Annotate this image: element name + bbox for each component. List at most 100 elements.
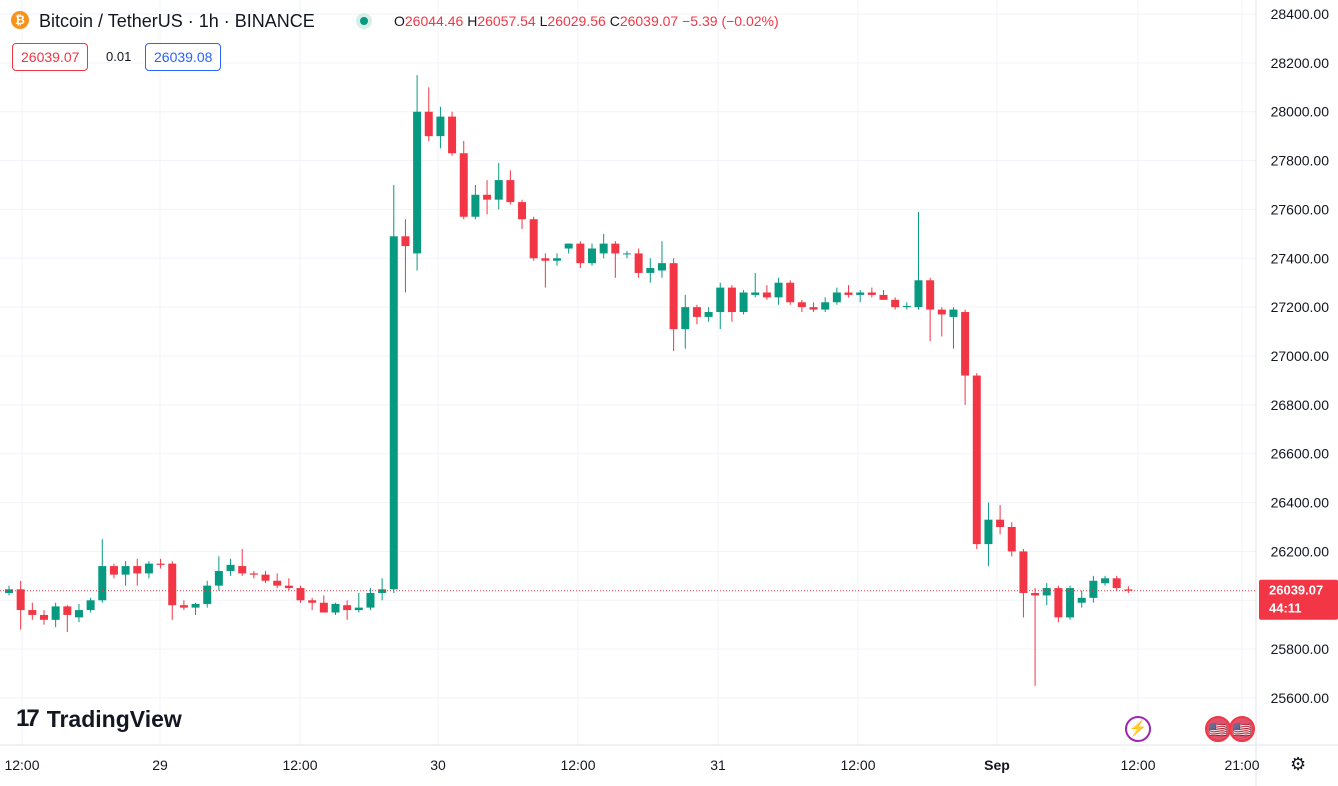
tradingview-logo[interactable]: 17 TradingView <box>16 705 182 733</box>
candle[interactable] <box>483 180 492 215</box>
candle[interactable] <box>879 290 888 300</box>
candle[interactable] <box>389 185 398 593</box>
candle[interactable] <box>751 272 760 298</box>
candle[interactable] <box>191 602 200 615</box>
candle[interactable] <box>413 75 422 271</box>
candle[interactable] <box>378 578 387 601</box>
candle[interactable] <box>634 248 643 278</box>
chart-settings-icon[interactable]: ⚙ <box>1290 754 1307 774</box>
candle[interactable] <box>856 290 865 303</box>
candle[interactable] <box>692 304 701 325</box>
candle[interactable] <box>1054 585 1063 623</box>
candle[interactable] <box>961 309 970 405</box>
candle[interactable] <box>459 141 468 220</box>
candle[interactable] <box>599 233 608 259</box>
candle[interactable] <box>39 610 48 625</box>
candle[interactable] <box>657 241 666 278</box>
candle[interactable] <box>1089 575 1098 603</box>
candle[interactable] <box>996 505 1005 535</box>
candle[interactable] <box>821 297 830 313</box>
candle[interactable] <box>121 561 130 586</box>
candle[interactable] <box>1124 586 1133 594</box>
candle[interactable] <box>203 580 212 608</box>
candle[interactable] <box>972 373 981 549</box>
candle[interactable] <box>984 502 993 567</box>
candle[interactable] <box>529 216 538 261</box>
candle[interactable] <box>1101 575 1110 586</box>
candle[interactable] <box>891 297 900 310</box>
candle[interactable] <box>576 241 585 269</box>
candle[interactable] <box>284 578 293 591</box>
candle[interactable] <box>564 243 573 254</box>
lightning-event-icon[interactable]: ⚡ <box>1125 716 1151 742</box>
candle[interactable] <box>74 603 83 623</box>
us-flag-event-icon[interactable]: 🇺🇸 <box>1229 716 1255 742</box>
candle[interactable] <box>518 199 527 229</box>
candle[interactable] <box>1112 575 1121 591</box>
candle[interactable] <box>63 605 72 633</box>
candle[interactable] <box>366 588 375 611</box>
candle[interactable] <box>727 285 736 322</box>
candle[interactable] <box>308 597 317 611</box>
candle[interactable] <box>1007 522 1016 557</box>
us-flag-event-icon[interactable]: 🇺🇸 <box>1205 716 1231 742</box>
candle[interactable] <box>1031 588 1040 686</box>
candle[interactable] <box>553 253 562 266</box>
candle[interactable] <box>949 307 958 349</box>
sell-price-button[interactable]: 26039.07 <box>12 43 89 71</box>
candle[interactable] <box>261 570 270 584</box>
market-open-indicator[interactable] <box>356 13 372 29</box>
candle[interactable] <box>739 290 748 315</box>
candle[interactable] <box>401 219 410 293</box>
candle[interactable] <box>832 287 841 305</box>
candle[interactable] <box>716 282 725 330</box>
candle[interactable] <box>156 558 165 569</box>
candle[interactable] <box>343 600 352 620</box>
candle[interactable] <box>914 211 923 310</box>
candle[interactable] <box>704 307 713 322</box>
candle[interactable] <box>506 170 515 205</box>
candle[interactable] <box>16 580 25 630</box>
candle[interactable] <box>588 243 596 266</box>
candle[interactable] <box>133 558 142 586</box>
candle[interactable] <box>249 570 258 579</box>
candle[interactable] <box>1042 583 1051 606</box>
candle[interactable] <box>354 592 363 613</box>
candle[interactable] <box>762 285 771 300</box>
candle[interactable] <box>168 561 177 620</box>
candle[interactable] <box>611 241 620 278</box>
candle[interactable] <box>471 185 480 220</box>
candle[interactable] <box>98 539 107 603</box>
candle[interactable] <box>179 600 188 611</box>
candle[interactable] <box>109 563 118 579</box>
candle[interactable] <box>214 556 223 591</box>
candle[interactable] <box>436 106 445 149</box>
candle[interactable] <box>902 302 911 310</box>
candle[interactable] <box>296 585 305 603</box>
candle[interactable] <box>797 299 806 313</box>
candle[interactable] <box>844 285 853 298</box>
candle[interactable] <box>1019 548 1028 618</box>
candle[interactable] <box>774 277 783 305</box>
candle[interactable] <box>226 558 235 576</box>
candle[interactable] <box>448 111 457 156</box>
candle[interactable] <box>28 602 37 620</box>
candle[interactable] <box>541 253 550 288</box>
candle[interactable] <box>494 163 503 210</box>
candle[interactable] <box>238 548 247 576</box>
candle[interactable] <box>926 277 935 342</box>
candle[interactable] <box>144 561 153 579</box>
candle[interactable] <box>1077 590 1086 608</box>
candle[interactable] <box>51 602 60 628</box>
candle[interactable] <box>622 250 631 259</box>
candle[interactable] <box>319 595 328 613</box>
candle[interactable] <box>424 87 433 142</box>
symbol-title[interactable]: Bitcoin / TetherUS · 1h · BINANCE <box>39 11 315 31</box>
candle[interactable] <box>86 597 95 613</box>
candle[interactable] <box>273 573 282 589</box>
candle[interactable] <box>1066 585 1075 620</box>
candle[interactable] <box>331 602 340 615</box>
candle[interactable] <box>646 258 655 283</box>
candle[interactable] <box>867 287 876 298</box>
